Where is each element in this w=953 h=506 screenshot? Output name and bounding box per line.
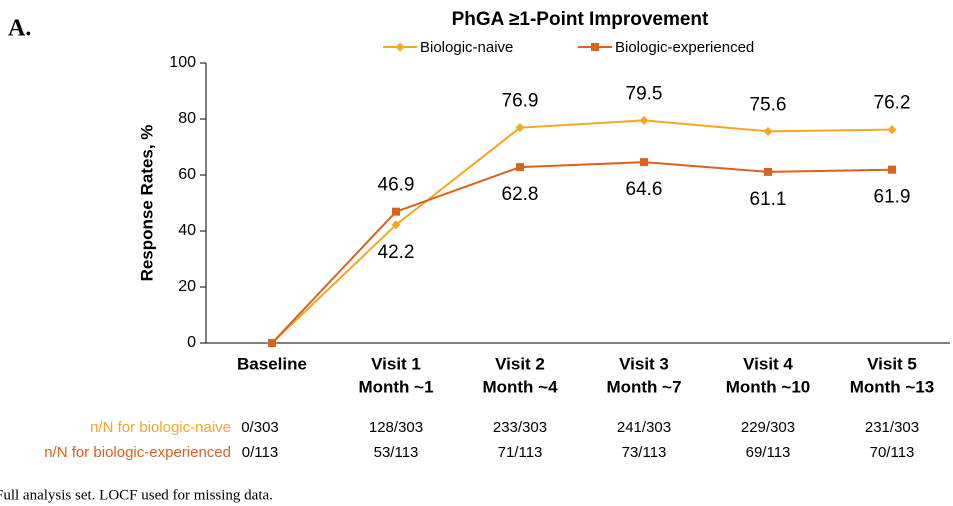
x-tick-label: Month ~4 (482, 377, 558, 396)
legend-marker (395, 42, 405, 52)
count-value: 229/303 (741, 419, 795, 436)
data-label: 46.9 (378, 175, 415, 196)
marker (516, 163, 524, 172)
marker (639, 115, 649, 125)
y-tick-label: 60 (178, 166, 196, 183)
count-row-label: n/N for biologic-naive (90, 419, 231, 436)
y-tick-label: 20 (178, 278, 196, 295)
panel-label: A. (8, 16, 31, 42)
legend-label: Biologic-naive (420, 39, 513, 56)
count-value: 231/303 (865, 419, 919, 436)
marker (392, 207, 400, 216)
x-tick-label: Month ~13 (850, 377, 935, 396)
series-line (271, 161, 893, 344)
x-tick-label: Baseline (237, 354, 307, 373)
x-tick-label: Visit 5 (867, 354, 917, 373)
y-tick-label: 80 (178, 110, 196, 127)
marker (887, 125, 897, 135)
count-value: 70/113 (870, 444, 915, 461)
footnote: Full analysis set. LOCF used for missing… (0, 487, 273, 503)
x-tick-label: Month ~7 (606, 377, 681, 396)
y-tick-label: 0 (187, 334, 196, 351)
x-tick-label: Visit 4 (743, 354, 793, 373)
marker (764, 167, 772, 176)
count-value: 241/303 (617, 419, 671, 436)
x-tick-label: Visit 1 (371, 354, 421, 373)
data-label: 76.9 (502, 91, 539, 112)
marker (391, 220, 401, 230)
legend-marker (591, 43, 599, 51)
x-tick-label: Visit 2 (495, 354, 545, 373)
legend-label: Biologic-experienced (615, 39, 754, 56)
data-label: 75.6 (750, 94, 787, 115)
series-line (271, 119, 893, 344)
count-value: 0/303 (241, 419, 279, 436)
x-tick-label: Visit 3 (619, 354, 669, 373)
x-tick-label: Month ~1 (358, 377, 433, 396)
data-label: 42.2 (378, 242, 415, 263)
marker (763, 126, 773, 136)
data-label: 61.9 (874, 187, 911, 208)
x-tick-label: Month ~10 (726, 377, 811, 396)
count-value: 69/113 (746, 444, 791, 461)
y-tick-label: 100 (169, 54, 196, 71)
data-label: 79.5 (626, 83, 663, 104)
data-label: 76.2 (874, 93, 911, 114)
y-axis-label: Response Rates, % (137, 125, 156, 282)
count-value: 73/113 (622, 444, 667, 461)
marker (268, 339, 276, 347)
marker (515, 123, 525, 133)
chart-title: PhGA ≥1-Point Improvement (452, 9, 709, 30)
data-label: 61.1 (750, 189, 787, 210)
y-tick-label: 40 (178, 222, 196, 239)
marker (888, 165, 896, 174)
count-value: 128/303 (369, 419, 423, 436)
data-label: 62.8 (502, 184, 539, 205)
marker (640, 158, 648, 167)
data-label: 64.6 (626, 179, 663, 200)
count-value: 0/113 (242, 444, 278, 461)
count-row-label: n/N for biologic-experienced (44, 444, 231, 461)
count-value: 53/113 (374, 444, 419, 461)
count-value: 71/113 (498, 444, 543, 461)
count-value: 233/303 (493, 419, 547, 436)
